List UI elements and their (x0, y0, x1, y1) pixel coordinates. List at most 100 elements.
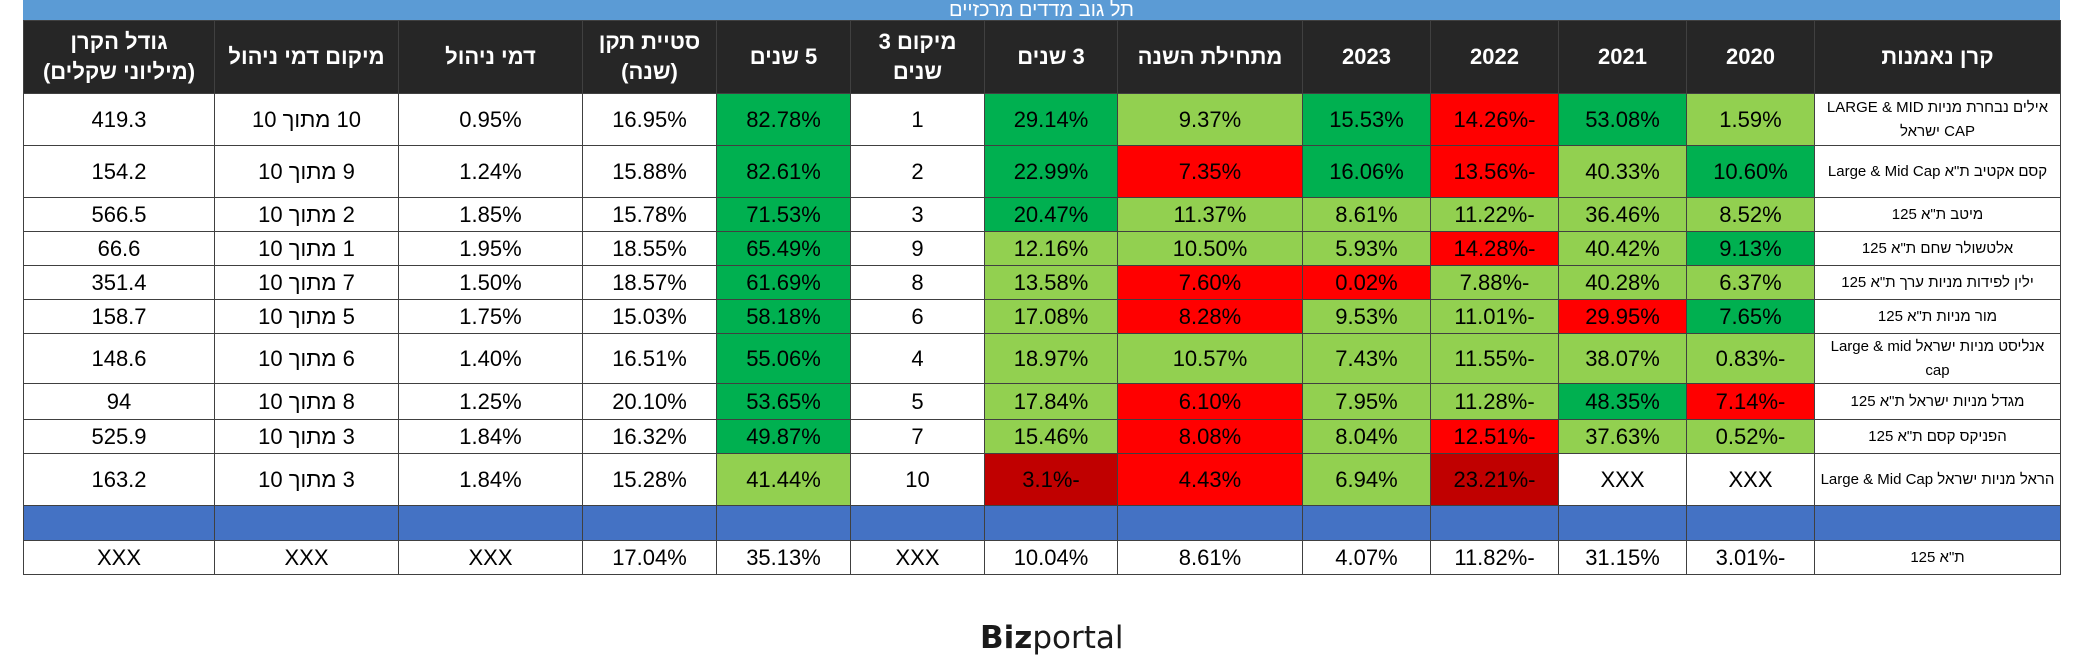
return-2022-cell: -11.82% (1430, 540, 1559, 575)
spacer-cell (1302, 505, 1431, 541)
return-2020-cell: XXX (1686, 453, 1815, 506)
table-row: מגדל מניות ישראל ת"א 125 -7.14% 48.35% -… (23, 383, 2061, 420)
return-3y-cell: 18.97% (984, 333, 1118, 384)
return-2023-cell: 9.53% (1302, 299, 1431, 334)
return-5y-cell: 65.49% (716, 231, 851, 266)
fee-cell: 1.85% (398, 197, 583, 232)
fund-name-cell: אילים נבחרת מניות LARGE & MID CAP ישראל (1814, 93, 2061, 146)
table-row: מיטב ת"א 125 8.52% 36.46% -11.22% 8.61% … (23, 197, 2061, 232)
return-3y-cell: 10.04% (984, 540, 1118, 575)
bizportal-logo: Bizportal (980, 620, 1123, 660)
rank-3y-cell: 2 (850, 145, 985, 198)
spacer-cell (850, 505, 985, 541)
fee-cell: 1.84% (398, 419, 583, 454)
fee-cell: 1.25% (398, 383, 583, 420)
fund-name-cell: מגדל מניות ישראל ת"א 125 (1814, 383, 2061, 420)
spacer-cell (1686, 505, 1815, 541)
fee-rank-cell: 2 מתוך 10 (214, 197, 399, 232)
fee-cell: XXX (398, 540, 583, 575)
spacer-cell (1430, 505, 1559, 541)
std-dev-cell: 20.10% (582, 383, 717, 420)
spacer-cell (214, 505, 399, 541)
return-2023-cell: 7.95% (1302, 383, 1431, 420)
return-2021-cell: 40.33% (1558, 145, 1687, 198)
return-2020-cell: -3.01% (1686, 540, 1815, 575)
return-2023-cell: 4.07% (1302, 540, 1431, 575)
return-2021-cell: 40.42% (1558, 231, 1687, 266)
index-row: ת"א 125 -3.01% 31.15% -11.82% 4.07% 8.61… (23, 540, 2061, 575)
spacer-cell (1814, 505, 2061, 541)
return-5y-cell: 41.44% (716, 453, 851, 506)
table-title: תל גוב מדדים מרכזיים (23, 0, 2060, 20)
header-std: סטיית תקן (שנה) (582, 20, 717, 94)
fee-rank-cell: 1 מתוך 10 (214, 231, 399, 266)
return-5y-cell: 35.13% (716, 540, 851, 575)
return-2023-cell: 5.93% (1302, 231, 1431, 266)
fund-size-cell: 148.6 (23, 333, 215, 384)
return-2020-cell: 1.59% (1686, 93, 1815, 146)
std-dev-cell: 16.32% (582, 419, 717, 454)
fee-cell: 1.75% (398, 299, 583, 334)
rank-3y-cell: 3 (850, 197, 985, 232)
fund-size-cell: 351.4 (23, 265, 215, 300)
spacer-cell (1117, 505, 1303, 541)
header-2022: 2022 (1430, 20, 1559, 94)
return-3y-cell: 12.16% (984, 231, 1118, 266)
return-2020-cell: 8.52% (1686, 197, 1815, 232)
return-ytd-cell: 8.61% (1117, 540, 1303, 575)
table-row: אילים נבחרת מניות LARGE & MID CAP ישראל … (23, 93, 2061, 146)
fee-cell: 0.95% (398, 93, 583, 146)
return-3y-cell: 22.99% (984, 145, 1118, 198)
return-2021-cell: 37.63% (1558, 419, 1687, 454)
fee-cell: 1.24% (398, 145, 583, 198)
header-rank3-line1: מיקום 3 (878, 29, 957, 54)
return-2021-cell: XXX (1558, 453, 1687, 506)
std-dev-cell: 16.95% (582, 93, 717, 146)
std-dev-cell: 15.88% (582, 145, 717, 198)
fee-cell: 1.95% (398, 231, 583, 266)
return-2021-cell: 31.15% (1558, 540, 1687, 575)
table-row: קסם אקטיב ת"א Large & Mid Cap 10.60% 40.… (23, 145, 2061, 198)
return-5y-cell: 71.53% (716, 197, 851, 232)
header-size: גודל הקרן (מיליוני שקלים) (23, 20, 215, 94)
return-2022-cell: -11.55% (1430, 333, 1559, 384)
return-5y-cell: 49.87% (716, 419, 851, 454)
table-row: הראל מניות ישראל Large & Mid Cap XXX XXX… (23, 453, 2061, 506)
header-fund: קרן נאמנות (1814, 20, 2061, 94)
return-2020-cell: -7.14% (1686, 383, 1815, 420)
return-5y-cell: 82.78% (716, 93, 851, 146)
table-row: ילין לפידות מניות ערך ת"א 125 6.37% 40.2… (23, 265, 2061, 300)
fund-name-cell: הראל מניות ישראל Large & Mid Cap (1814, 453, 2061, 506)
return-5y-cell: 55.06% (716, 333, 851, 384)
return-2023-cell: 7.43% (1302, 333, 1431, 384)
fee-rank-cell: 6 מתוך 10 (214, 333, 399, 384)
fee-rank-cell: 9 מתוך 10 (214, 145, 399, 198)
std-dev-cell: 15.78% (582, 197, 717, 232)
return-2023-cell: 8.04% (1302, 419, 1431, 454)
return-2022-cell: -14.26% (1430, 93, 1559, 146)
std-dev-cell: 15.28% (582, 453, 717, 506)
rank-3y-cell: 7 (850, 419, 985, 454)
rank-3y-cell: 8 (850, 265, 985, 300)
header-3y: 3 שנים (984, 20, 1118, 94)
header-size-line1: גודל הקרן (70, 29, 168, 54)
rank-3y-cell: 5 (850, 383, 985, 420)
return-2023-cell: 0.02% (1302, 265, 1431, 300)
fee-rank-cell: 3 מתוך 10 (214, 453, 399, 506)
spacer-cell (716, 505, 851, 541)
return-2021-cell: 38.07% (1558, 333, 1687, 384)
std-dev-cell: 16.51% (582, 333, 717, 384)
return-3y-cell: 17.84% (984, 383, 1118, 420)
fund-name-cell: ילין לפידות מניות ערך ת"א 125 (1814, 265, 2061, 300)
fund-size-cell: 66.6 (23, 231, 215, 266)
return-ytd-cell: 9.37% (1117, 93, 1303, 146)
header-fee-rank: מיקום דמי ניהול (214, 20, 399, 94)
spacer-cell (398, 505, 583, 541)
return-ytd-cell: 8.28% (1117, 299, 1303, 334)
return-ytd-cell: 7.35% (1117, 145, 1303, 198)
fund-size-cell: 163.2 (23, 453, 215, 506)
spacer-cell (23, 505, 215, 541)
fee-cell: 1.84% (398, 453, 583, 506)
return-2020-cell: -0.52% (1686, 419, 1815, 454)
return-3y-cell: 13.58% (984, 265, 1118, 300)
